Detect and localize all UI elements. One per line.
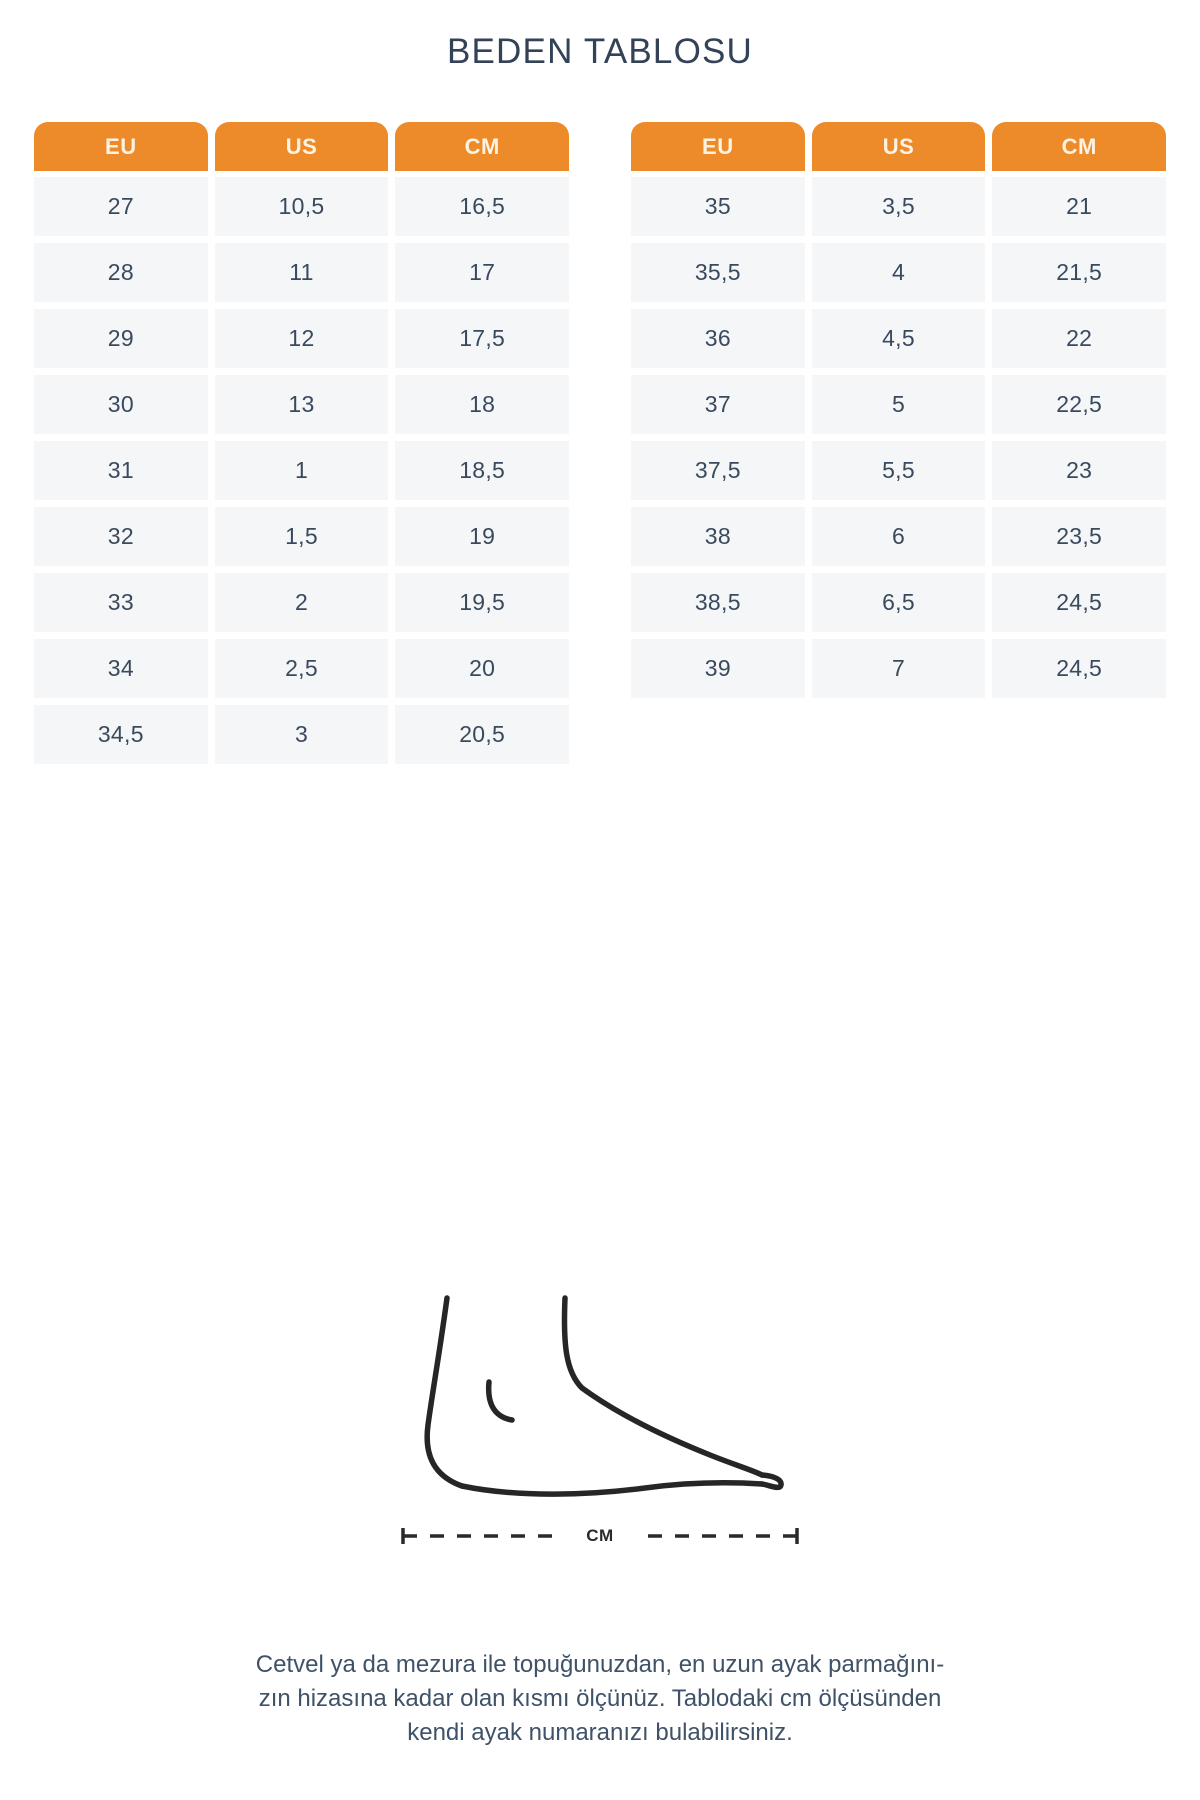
cell-us: 13 [214, 375, 389, 434]
cell-cm: 22,5 [992, 375, 1167, 434]
cell-us: 2,5 [214, 639, 389, 698]
instructions-line-2: zın hizasına kadar olan kısmı ölçünüz. T… [258, 1685, 942, 1713]
cell-us: 5,5 [811, 441, 986, 500]
table-row: 30 13 18 [34, 375, 570, 434]
cell-eu: 36 [631, 309, 805, 368]
cell-eu: 34,5 [34, 705, 208, 764]
table-row: 39 7 24,5 [631, 639, 1167, 698]
cell-eu: 37,5 [631, 441, 805, 500]
cell-cm: 18 [395, 375, 570, 434]
cell-us: 3,5 [811, 177, 986, 236]
cell-us: 10,5 [214, 177, 389, 236]
column-header-eu: EU [34, 122, 208, 171]
table-row: 38,5 6,5 24,5 [631, 573, 1167, 632]
ruler-label: CM [586, 1526, 614, 1545]
cell-us: 1 [214, 441, 389, 500]
table-row: 33 2 19,5 [34, 573, 570, 632]
column-header-us: US [811, 122, 986, 171]
ruler-dash-line [401, 1528, 799, 1544]
table-row: 27 10,5 16,5 [34, 177, 570, 236]
table-header-row: EU US CM [631, 122, 1167, 171]
cell-us: 6 [811, 507, 986, 566]
cell-us: 4,5 [811, 309, 986, 368]
cell-us: 4 [811, 243, 986, 302]
table-row: 31 1 18,5 [34, 441, 570, 500]
page-title: BEDEN TABLOSU [446, 32, 754, 71]
cell-cm: 19,5 [395, 573, 570, 632]
cell-eu: 31 [34, 441, 208, 500]
table-header-row: EU US CM [34, 122, 570, 171]
table-row: 29 12 17,5 [34, 309, 570, 368]
table-row: 35 3,5 21 [631, 177, 1167, 236]
cell-cm: 18,5 [395, 441, 570, 500]
column-header-cm: CM [992, 122, 1167, 171]
table-row: 36 4,5 22 [631, 309, 1167, 368]
table-row: 28 11 17 [34, 243, 570, 302]
cell-us: 2 [214, 573, 389, 632]
cell-eu: 39 [631, 639, 805, 698]
table-row: 32 1,5 19 [34, 507, 570, 566]
cell-cm: 21,5 [992, 243, 1167, 302]
instructions-text: Cetvel ya da mezura ile topuğunuzdan, en… [0, 1648, 1200, 1750]
table-row: 37,5 5,5 23 [631, 441, 1167, 500]
cell-eu: 35,5 [631, 243, 805, 302]
cell-cm: 20,5 [395, 705, 570, 764]
cell-eu: 27 [34, 177, 208, 236]
table-row: 34,5 3 20,5 [34, 705, 570, 764]
cell-eu: 35 [631, 177, 805, 236]
cell-cm: 23,5 [992, 507, 1167, 566]
cell-eu: 29 [34, 309, 208, 368]
cell-cm: 24,5 [992, 573, 1167, 632]
cell-eu: 38 [631, 507, 805, 566]
cell-eu: 30 [34, 375, 208, 434]
cell-cm: 16,5 [395, 177, 570, 236]
column-header-us: US [214, 122, 389, 171]
child-size-table: EU US CM 27 10,5 16,5 28 11 17 29 12 [34, 122, 570, 764]
measurement-diagram: CM [0, 1290, 1200, 1548]
cm-ruler: CM [400, 1524, 800, 1548]
cell-us: 5 [811, 375, 986, 434]
cell-eu: 33 [34, 573, 208, 632]
cell-cm: 17 [395, 243, 570, 302]
cell-cm: 17,5 [395, 309, 570, 368]
cell-cm: 20 [395, 639, 570, 698]
foot-outline-icon [424, 1295, 784, 1497]
cell-cm: 24,5 [992, 639, 1167, 698]
cell-us: 1,5 [214, 507, 389, 566]
cell-us: 12 [214, 309, 389, 368]
table-row: 35,5 4 21,5 [631, 243, 1167, 302]
column-header-cm: CM [395, 122, 570, 171]
table-row: 37 5 22,5 [631, 375, 1167, 434]
column-header-eu: EU [631, 122, 805, 171]
table-body: 35 3,5 21 35,5 4 21,5 36 4,5 22 37 5 [631, 177, 1167, 698]
cell-eu: 34 [34, 639, 208, 698]
instructions-line-1: Cetvel ya da mezura ile topuğunuzdan, en… [255, 1651, 945, 1678]
adult-size-table: EU US CM 35 3,5 21 35,5 4 21,5 36 4,5 [631, 122, 1167, 698]
cell-us: 11 [214, 243, 389, 302]
cell-eu: 38,5 [631, 573, 805, 632]
cell-eu: 32 [34, 507, 208, 566]
size-tables-container: EU US CM 27 10,5 16,5 28 11 17 29 12 [0, 72, 1200, 764]
cell-cm: 19 [395, 507, 570, 566]
cell-us: 7 [811, 639, 986, 698]
cell-eu: 28 [34, 243, 208, 302]
cell-us: 6,5 [811, 573, 986, 632]
table-body: 27 10,5 16,5 28 11 17 29 12 17,5 30 13 [34, 177, 570, 764]
cell-cm: 22 [992, 309, 1167, 368]
cell-cm: 23 [992, 441, 1167, 500]
instructions-line-3: kendi ayak numaranızı bulabilirsiniz. [407, 1719, 793, 1747]
cell-cm: 21 [992, 177, 1167, 236]
table-row: 34 2,5 20 [34, 639, 570, 698]
cell-eu: 37 [631, 375, 805, 434]
cell-us: 3 [214, 705, 389, 764]
table-row: 38 6 23,5 [631, 507, 1167, 566]
